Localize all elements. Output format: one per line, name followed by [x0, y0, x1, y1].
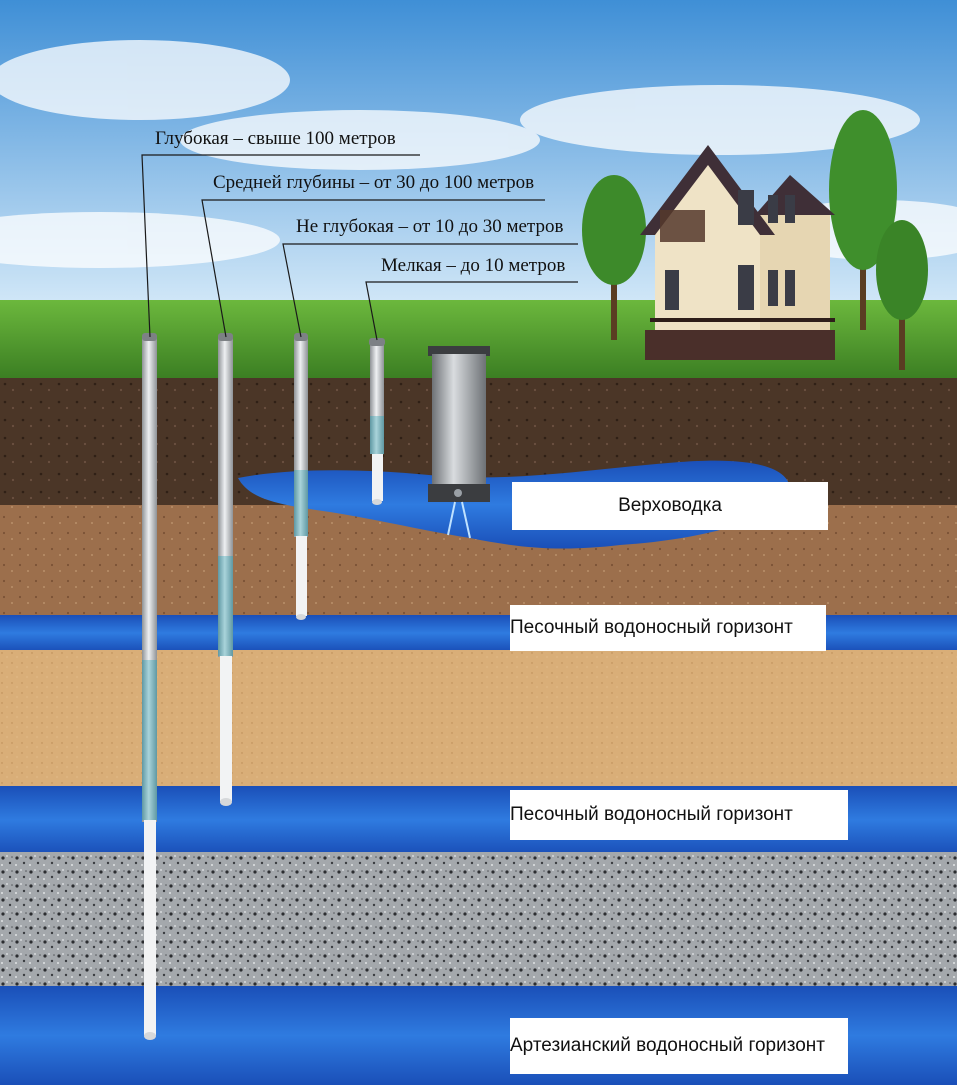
- depth-label-small: Мелкая – до 10 метров: [381, 255, 565, 277]
- pipe-deep: [142, 333, 157, 1040]
- layer-label-artesian: Артезианский водоносный горизонт: [510, 1018, 848, 1074]
- layer-label-sand-aquifer-2: Песочный водоносный горизонт: [510, 790, 848, 840]
- depth-label-deep: Глубокая – свыше 100 метров: [155, 128, 396, 150]
- depth-label-medium: Средней глубины – от 30 до 100 метров: [213, 172, 534, 194]
- depth-label-shallow: Не глубокая – от 10 до 30 метров: [296, 216, 563, 238]
- layer-label-perched: Верховодка: [512, 482, 828, 530]
- layer-label-sand-aquifer-1: Песочный водоносный горизонт: [510, 605, 826, 651]
- granite-layer: [0, 852, 957, 988]
- pipe-shallow: [294, 333, 308, 620]
- pipe-medium: [218, 333, 233, 806]
